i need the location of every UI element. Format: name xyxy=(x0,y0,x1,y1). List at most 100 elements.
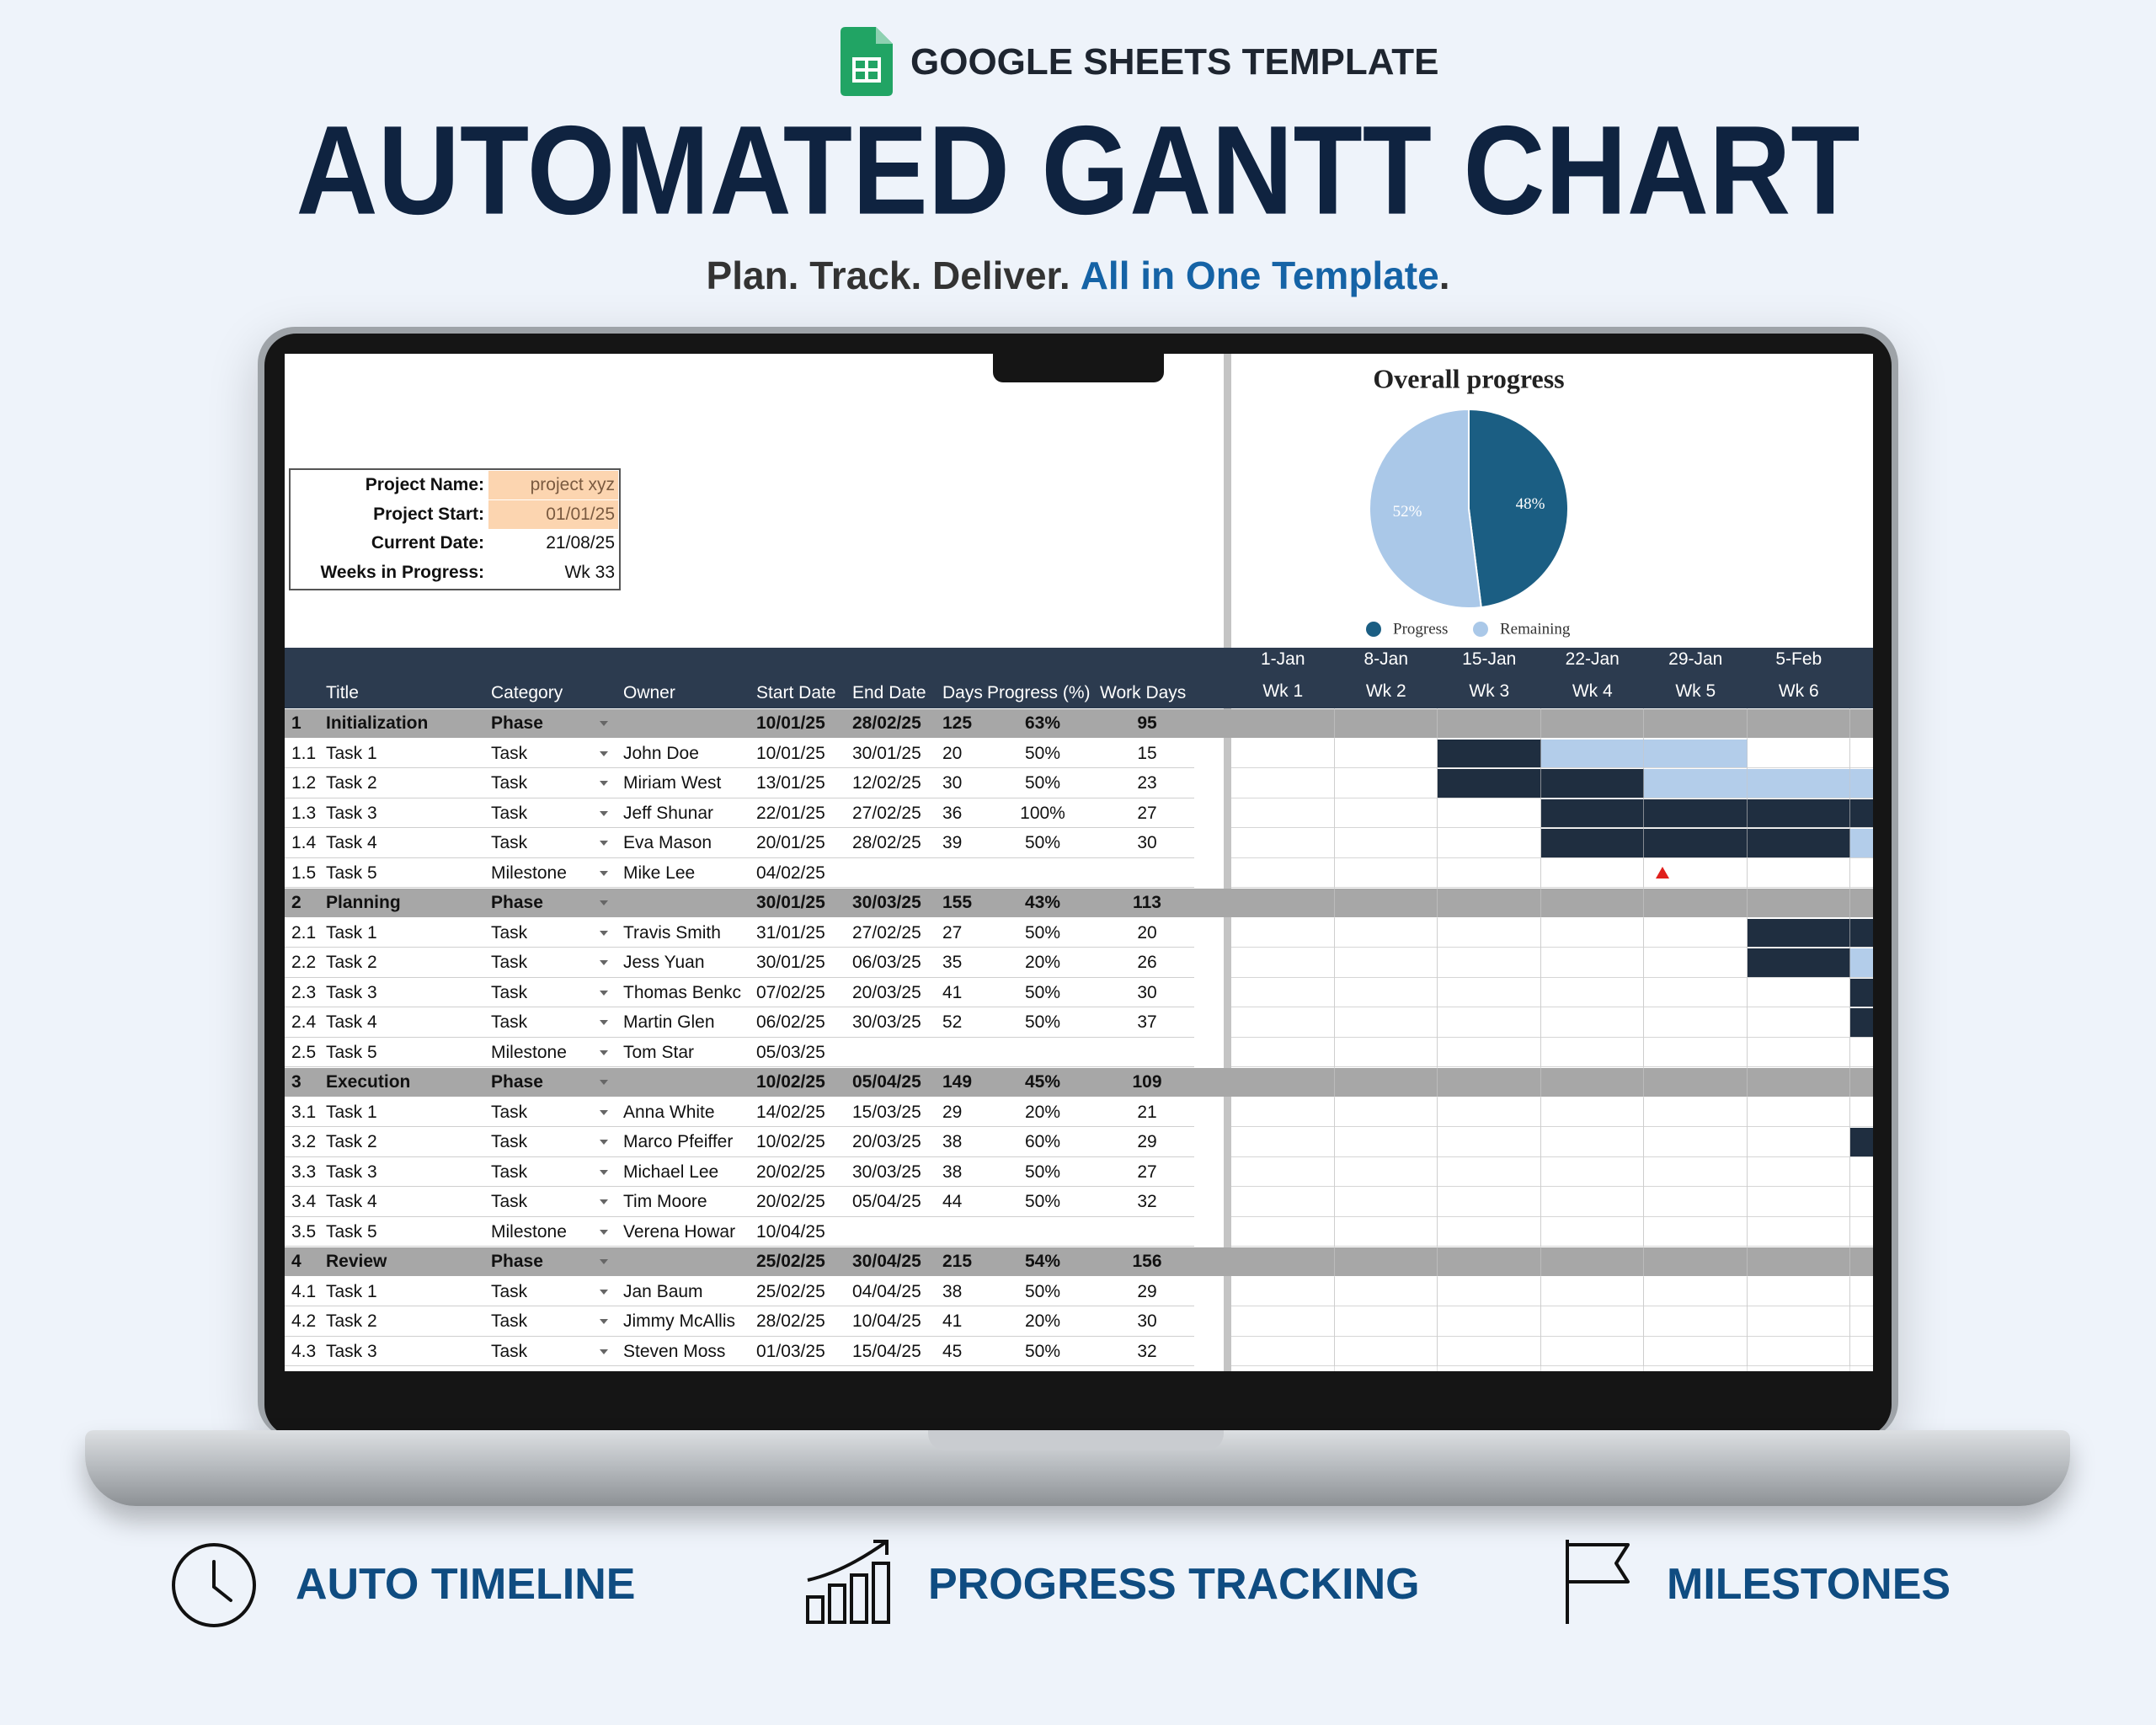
cell-days: 44 xyxy=(942,1192,963,1211)
cell-days: 20 xyxy=(942,743,963,763)
cell-start: 01/03/25 xyxy=(756,1341,825,1361)
gantt-bar-done xyxy=(1747,798,1850,827)
cell-id: 1.5 xyxy=(291,862,317,883)
cell-owner: Jan Baum xyxy=(623,1281,703,1301)
gantt-bar-remaining xyxy=(1644,739,1748,767)
cell-work-days: 20 xyxy=(1137,922,1157,943)
dropdown-arrow xyxy=(600,810,608,816)
gantt-bar-done xyxy=(1850,1008,1873,1037)
gantt-cell xyxy=(1747,977,1850,1007)
gantt-cell xyxy=(1747,1007,1850,1038)
row-line xyxy=(285,1066,1194,1067)
week-number: Wk 4 xyxy=(1572,681,1613,701)
gantt-cell xyxy=(1438,1007,1541,1038)
dropdown-arrow xyxy=(600,841,608,846)
cell-category: Task xyxy=(491,1192,528,1211)
gantt-cell xyxy=(1540,1336,1644,1366)
cell-days: 38 xyxy=(942,1132,963,1151)
gantt-cell xyxy=(1231,1276,1335,1306)
gantt-column-line xyxy=(1746,708,1748,1371)
cell-progress: 50% xyxy=(1024,1281,1061,1301)
gantt-cell xyxy=(1334,1007,1438,1038)
dropdown-arrow xyxy=(600,1199,608,1204)
project-box xyxy=(289,468,621,590)
cell-category: Task xyxy=(491,982,528,1002)
cell-title: Task 3 xyxy=(326,1341,377,1361)
gantt-column-line xyxy=(1540,708,1541,1371)
title-svg: AUTOMATED GANTT CHART xyxy=(296,101,1860,241)
gantt-bar-remaining xyxy=(1850,948,1873,977)
gantt-cell xyxy=(1334,1306,1438,1337)
gantt-cell xyxy=(1644,1037,1748,1067)
cell-id: 1.2 xyxy=(291,773,317,793)
gantt-bar-done xyxy=(1747,918,1850,947)
cell-title: Planning xyxy=(326,893,401,912)
dropdown-arrow xyxy=(600,900,608,905)
gantt-cell xyxy=(1540,1306,1644,1337)
gantt-cell xyxy=(1850,1157,1873,1187)
dropdown-arrow xyxy=(600,750,608,756)
cell-start: 25/02/25 xyxy=(756,1281,825,1301)
gantt-cell xyxy=(1644,1216,1748,1247)
dropdown-arrow xyxy=(600,1289,608,1295)
cell-work-days: 32 xyxy=(1137,1341,1157,1361)
column-header: Title xyxy=(326,683,359,702)
gantt-cell xyxy=(1231,828,1335,858)
gantt-column-line xyxy=(1333,708,1335,1371)
pie-value-label: 48% xyxy=(1516,495,1545,513)
dropdown-arrow xyxy=(600,1319,608,1324)
week-date: 15-Jan xyxy=(1462,649,1517,669)
gantt-cell xyxy=(1438,948,1541,978)
gantt-cell xyxy=(1850,1097,1873,1127)
cell-work-days: 30 xyxy=(1137,833,1157,852)
gantt-cell xyxy=(1334,738,1438,768)
row-line xyxy=(285,947,1194,948)
dropdown-arrow xyxy=(600,1169,608,1175)
phase-row-band xyxy=(285,1068,1873,1097)
gantt-cell xyxy=(1334,977,1438,1007)
cell-end: 30/03/25 xyxy=(852,1162,921,1182)
gantt-cell xyxy=(1850,1038,1873,1067)
cell-owner: Marco Pfeiffer xyxy=(623,1132,734,1151)
phase-row-band xyxy=(285,709,1873,738)
column-header: Days xyxy=(942,683,983,702)
cell-days: 29 xyxy=(942,1102,963,1122)
cell-title: Task 3 xyxy=(326,982,377,1002)
dropdown-arrow xyxy=(600,930,608,936)
gantt-cell xyxy=(1334,1187,1438,1217)
gantt-cell xyxy=(1438,1156,1541,1187)
dropdown-arrow xyxy=(600,1229,608,1235)
gantt-cell xyxy=(1334,828,1438,858)
cell-title: Task 5 xyxy=(326,1042,377,1062)
cell-end: 20/03/25 xyxy=(852,982,921,1002)
week-number: Wk 2 xyxy=(1365,681,1406,701)
flag-icon xyxy=(1566,1540,1630,1624)
week-number: Wk 1 xyxy=(1262,681,1304,701)
cell-work-days: 95 xyxy=(1137,713,1157,733)
pie-value-label: 52% xyxy=(1393,503,1422,521)
gantt-bar-done xyxy=(1540,769,1644,798)
row-line xyxy=(285,827,1194,828)
cell-category: Task xyxy=(491,773,528,793)
gantt-cell xyxy=(1231,768,1335,798)
row-line xyxy=(285,1036,1194,1038)
dropdown-arrow xyxy=(600,1109,608,1115)
week-date: 29-Jan xyxy=(1668,649,1723,669)
cell-owner: John Doe xyxy=(623,743,699,763)
cell-progress: 50% xyxy=(1024,833,1061,852)
gantt-bar-done xyxy=(1850,918,1873,947)
pie-slice xyxy=(1369,408,1482,609)
cell-work-days: 29 xyxy=(1137,1132,1157,1151)
phase-row-band xyxy=(285,889,1873,917)
subtitle-end: . xyxy=(1438,254,1450,297)
cell-id: 3.2 xyxy=(291,1132,317,1151)
cell-title: Task 2 xyxy=(326,773,377,793)
gantt-cell xyxy=(1231,1336,1335,1366)
cell-start: 20/02/25 xyxy=(756,1162,825,1182)
gantt-cell xyxy=(1334,917,1438,948)
gantt-cell xyxy=(1644,1127,1748,1157)
cell-id: 2.4 xyxy=(291,1012,317,1032)
gantt-cell xyxy=(1747,1156,1850,1187)
gantt-cell xyxy=(1850,978,1873,1007)
row-line xyxy=(285,767,1194,768)
